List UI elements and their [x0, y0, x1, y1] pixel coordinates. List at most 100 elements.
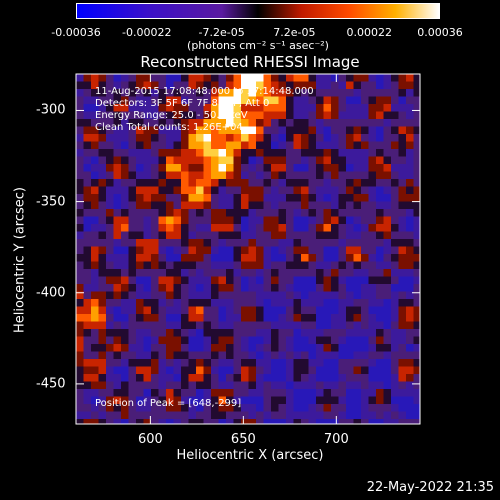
heatmap-cell: [91, 209, 99, 217]
heatmap-cell: [301, 246, 309, 255]
heatmap-cell: [211, 96, 219, 105]
heatmap-cell: [121, 149, 129, 157]
heatmap-cell: [83, 284, 92, 292]
heatmap-cell: [83, 111, 92, 120]
y-tick-label: -450: [36, 376, 66, 392]
heatmap-cell: [316, 224, 324, 232]
heatmap-cell: [256, 96, 264, 105]
heatmap-cell: [83, 246, 92, 255]
heatmap-cell: [188, 299, 197, 307]
heatmap-cell: [391, 224, 399, 232]
heatmap-cell: [346, 344, 354, 352]
heatmap-cell: [181, 336, 189, 345]
heatmap-cell: [151, 351, 159, 360]
heatmap-cell: [151, 201, 159, 210]
heatmap-cell: [353, 194, 362, 202]
heatmap-cell: [76, 389, 84, 397]
heatmap-cell: [188, 111, 197, 120]
heatmap-cell: [293, 194, 302, 202]
heatmap-cell: [143, 74, 152, 82]
heatmap-cell: [271, 239, 279, 247]
heatmap-cell: [248, 359, 257, 367]
heatmap-cell: [376, 404, 384, 412]
heatmap-cell: [308, 276, 317, 285]
heatmap-cell: [308, 209, 317, 217]
heatmap-cell: [361, 96, 369, 105]
heatmap-cell: [263, 171, 272, 180]
heatmap-cell: [106, 261, 114, 270]
heatmap-cell: [383, 141, 392, 150]
heatmap-cell: [121, 186, 129, 195]
heatmap-cell: [413, 209, 421, 217]
heatmap-cell: [83, 231, 92, 240]
heatmap-cell: [316, 89, 324, 97]
heatmap-cell: [136, 231, 144, 240]
heatmap-cell: [316, 201, 324, 210]
heatmap-cell: [368, 179, 377, 187]
heatmap-cell: [113, 299, 122, 307]
heatmap-cell: [398, 141, 407, 150]
heatmap-cell: [203, 74, 212, 82]
heatmap-cell: [211, 284, 219, 292]
heatmap-cell: [361, 239, 369, 247]
heatmap-cell: [263, 291, 272, 300]
heatmap-cell: [323, 224, 332, 232]
heatmap-cell: [181, 254, 189, 262]
heatmap-cell: [128, 186, 137, 195]
heatmap-cell: [361, 81, 369, 90]
heatmap-cell: [188, 104, 197, 112]
heatmap-cell: [368, 329, 377, 337]
heatmap-cell: [323, 209, 332, 217]
heatmap-cell: [91, 231, 99, 240]
heatmap-cell: [376, 254, 384, 262]
heatmap-cell: [338, 329, 347, 337]
heatmap-cell: [271, 254, 279, 262]
heatmap-cell: [391, 366, 399, 375]
heatmap-cell: [226, 186, 234, 195]
heatmap-cell: [383, 111, 392, 120]
heatmap-cell: [158, 126, 167, 135]
heatmap-cell: [106, 419, 114, 425]
heatmap-cell: [353, 336, 362, 345]
heatmap-cell: [233, 96, 242, 105]
heatmap-cell: [233, 329, 242, 337]
heatmap-cell: [151, 359, 159, 367]
heatmap-cell: [143, 231, 152, 240]
heatmap-cell: [406, 141, 414, 150]
heatmap-cell: [271, 366, 279, 375]
heatmap-cell: [76, 171, 84, 180]
heatmap-cell: [136, 239, 144, 247]
heatmap-cell: [278, 141, 287, 150]
heatmap-cell: [218, 284, 227, 292]
heatmap-cell: [143, 194, 152, 202]
heatmap-cell: [308, 419, 317, 425]
heatmap-cell: [301, 254, 309, 262]
heatmap-cell: [346, 186, 354, 195]
heatmap-cell: [391, 336, 399, 345]
axis-ticks: [76, 74, 420, 424]
heatmap-cell: [226, 261, 234, 270]
heatmap-cell: [406, 179, 414, 187]
heatmap-cell: [256, 269, 264, 277]
heatmap-cell: [398, 194, 407, 202]
heatmap-cell: [278, 344, 287, 352]
heatmap-cell: [263, 366, 272, 375]
heatmap-cell: [271, 111, 279, 120]
heatmap-cell: [398, 381, 407, 390]
heatmap-cell: [301, 336, 309, 345]
heatmap-cell: [293, 306, 302, 315]
heatmap-cell: [203, 224, 212, 232]
heatmap-cell: [308, 314, 317, 322]
heatmap-cell: [233, 374, 242, 382]
heatmap-cell: [308, 171, 317, 180]
heatmap-cell: [271, 74, 279, 82]
heatmap-cell: [233, 336, 242, 345]
heatmap-cell: [308, 156, 317, 165]
heatmap-cell: [98, 171, 107, 180]
heatmap-cell: [346, 239, 354, 247]
heatmap-cell: [106, 254, 114, 262]
heatmap-cell: [248, 96, 257, 105]
heatmap-cell: [383, 299, 392, 307]
heatmap-cell: [331, 134, 339, 142]
heatmap-cell: [361, 261, 369, 270]
